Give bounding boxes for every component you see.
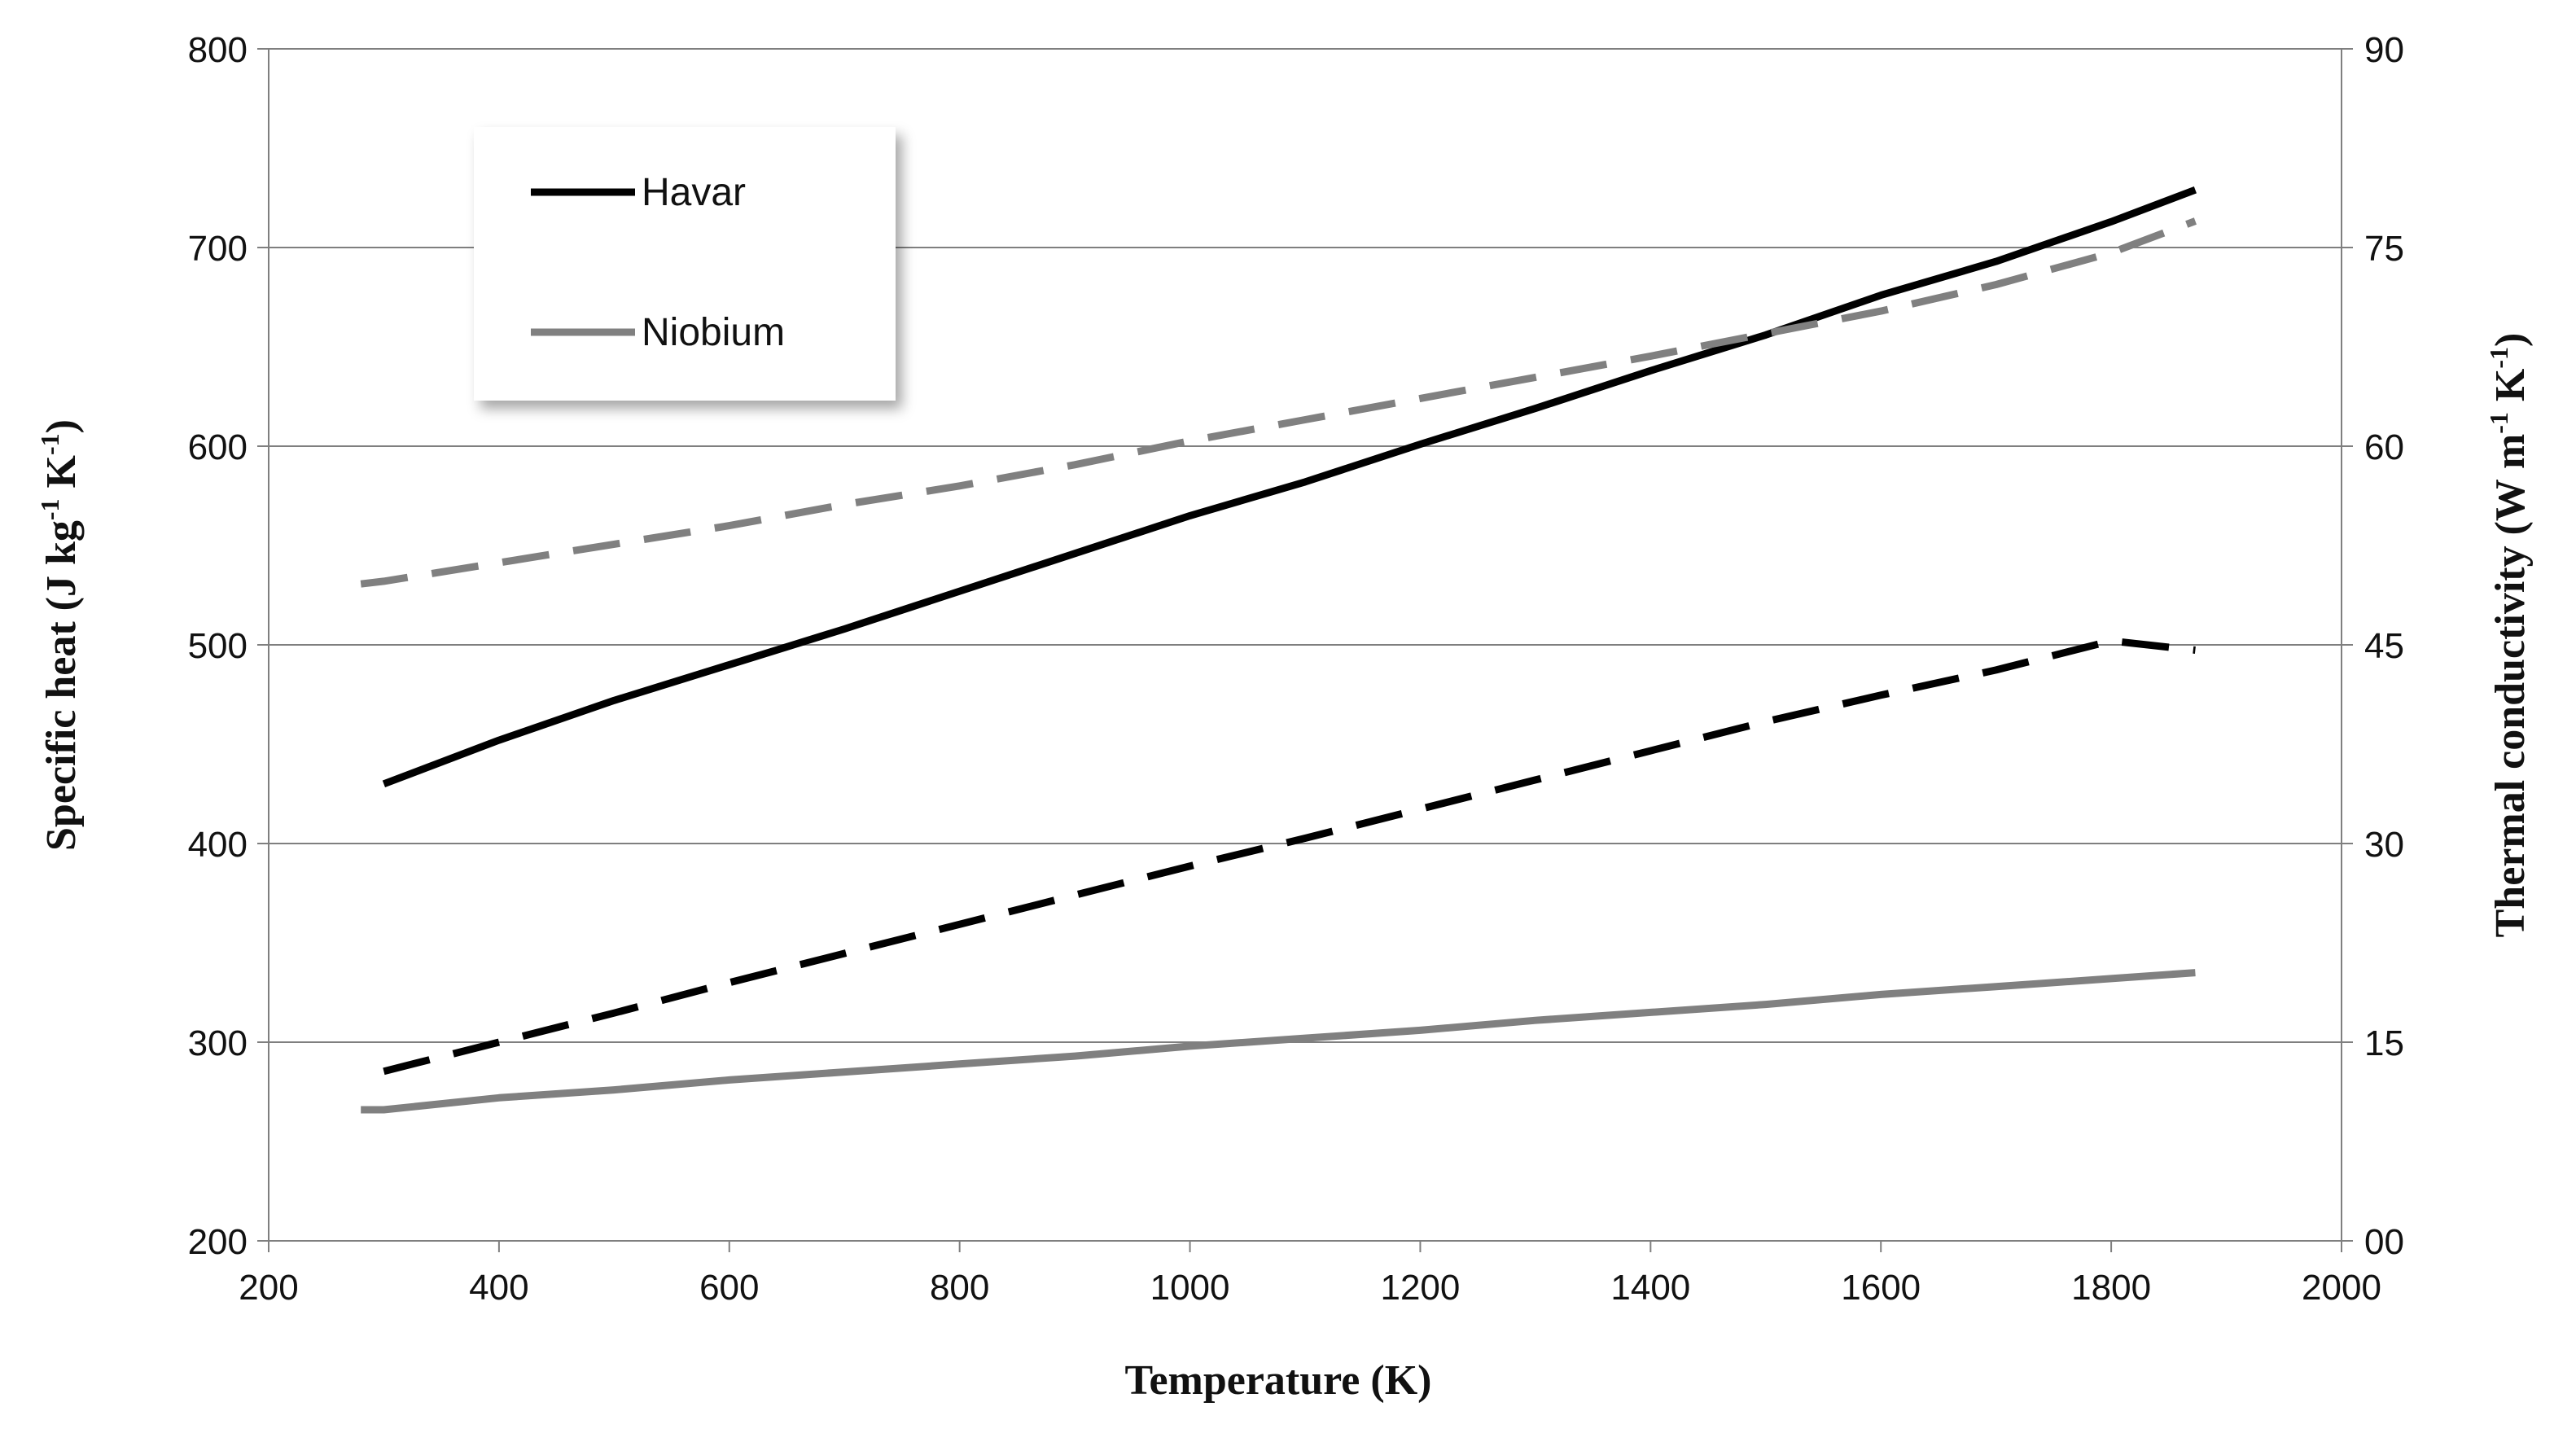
y-left-title-exp1: -1 (35, 498, 64, 520)
legend: Havar Niobium (474, 127, 896, 401)
x-tick-label-1000: 1000 (1150, 1268, 1230, 1308)
y-left-tick-label-300: 300 (188, 1023, 248, 1063)
y-left-title-end: ) (38, 419, 85, 433)
y-left-tick-label-400: 400 (188, 825, 248, 865)
x-tick-label-1400: 1400 (1610, 1268, 1690, 1308)
x-tick-label-1800: 1800 (2071, 1268, 2151, 1308)
y-right-tick-label-90: 90 (2364, 30, 2404, 70)
series-lines (360, 186, 2197, 1114)
legend-label-niobium: Niobium (642, 311, 785, 354)
y-left-title-base: Specific heat (J kg (38, 520, 85, 851)
x-tick-label-2000: 2000 (2302, 1268, 2381, 1308)
y-right-tick-label-75: 75 (2364, 229, 2404, 269)
series-line-niobium-thermal-conductivity (360, 217, 2197, 588)
y-left-tick-label-800: 800 (188, 30, 248, 70)
y-axis-left-title: Specific heat (J kg-1 K-1) (35, 419, 85, 851)
y-left-tick-label-200: 200 (188, 1222, 248, 1262)
x-tick-label-200: 200 (239, 1268, 298, 1308)
x-tick-label-1200: 1200 (1380, 1268, 1460, 1308)
y-right-tick-label-00: 00 (2364, 1222, 2404, 1262)
series-line-niobium-specific-heat (361, 969, 2196, 1114)
y-right-tick-label-30: 30 (2364, 825, 2404, 865)
y-right-tick-label-60: 60 (2364, 427, 2404, 467)
y-right-title-mid: K (2487, 368, 2534, 412)
y-left-title-mid: K (38, 454, 85, 498)
y-left-tick-label-700: 700 (188, 229, 248, 269)
y-left-tick-label-500: 500 (188, 626, 248, 666)
y-axis-right-title: Thermal conductivity (W m-1 K-1) (2484, 333, 2534, 938)
y-right-title-exp2: -1 (2484, 347, 2513, 369)
y-left-title-exp2: -1 (35, 433, 64, 455)
axes (257, 48, 2353, 1252)
x-tick-label-1600: 1600 (1841, 1268, 1921, 1308)
series-line-havar-specific-heat (382, 186, 2197, 788)
y-right-title-end: ) (2487, 333, 2534, 347)
y-right-title-base: Thermal conductivity (W m (2487, 434, 2534, 938)
series-line-havar-thermal-conductivity (383, 637, 2196, 1076)
x-tick-label-400: 400 (469, 1268, 528, 1308)
y-right-tick-label-15: 15 (2364, 1023, 2404, 1063)
x-axis-title: Temperature (K) (1125, 1357, 1432, 1404)
x-tick-label-800: 800 (930, 1268, 989, 1308)
x-tick-label-600: 600 (699, 1268, 759, 1308)
legend-label-havar: Havar (642, 171, 746, 214)
legend-box (474, 127, 896, 401)
y-right-tick-label-45: 45 (2364, 626, 2404, 666)
y-right-title-exp1: -1 (2484, 412, 2513, 434)
tick-labels: 200 400 600 800 1000 1200 1400 1600 1800 2000 200 3… (188, 30, 2404, 1308)
y-left-tick-label-600: 600 (188, 427, 248, 467)
